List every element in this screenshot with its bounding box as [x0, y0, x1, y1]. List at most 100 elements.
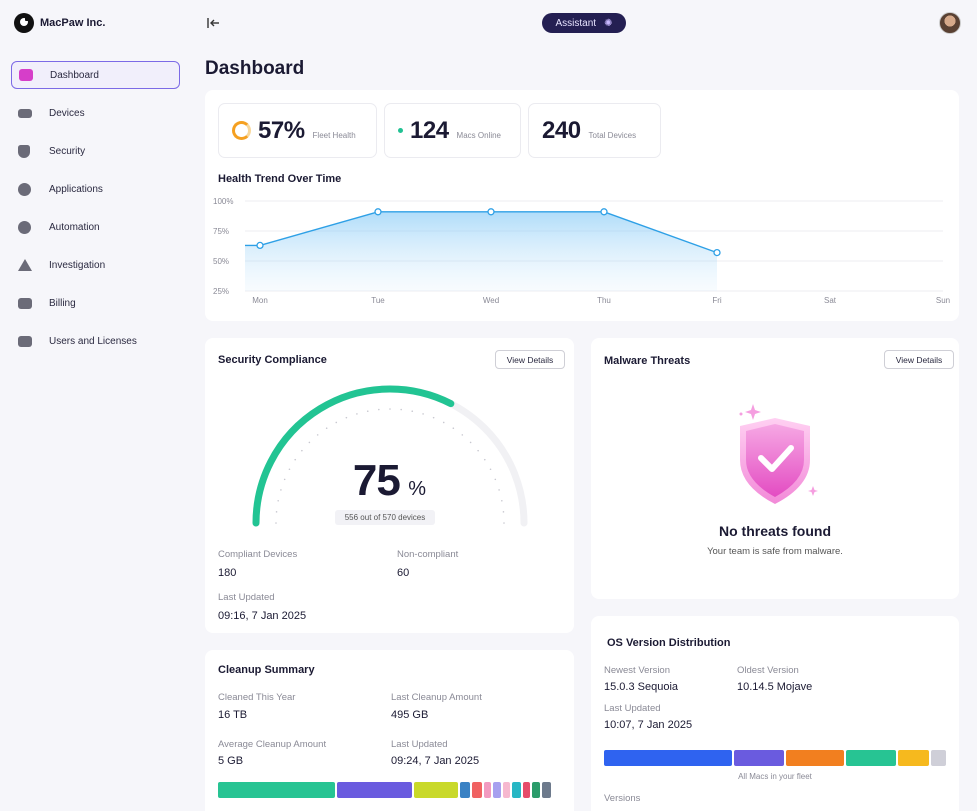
devices-icon	[18, 108, 32, 118]
bar-segment[interactable]	[532, 782, 540, 798]
warning-icon	[18, 259, 32, 271]
bar-segment[interactable]	[898, 750, 930, 766]
total-devices-stat: 240 Total Devices	[528, 103, 661, 158]
sidebar-item-billing[interactable]: Billing	[11, 289, 180, 317]
gauge-tick	[283, 478, 286, 481]
trend-point[interactable]	[713, 248, 721, 257]
y-tick-label: 100%	[213, 197, 233, 206]
bar-segment[interactable]	[493, 782, 501, 798]
sidebar-item-label: Dashboard	[50, 69, 99, 81]
gauge-tick	[442, 421, 445, 424]
sidebar: MacPaw Inc. Dashboard Devices Security A…	[0, 0, 192, 811]
fleet-health-ring-icon	[232, 121, 251, 140]
trend-point[interactable]	[374, 208, 382, 216]
gauge-tick	[294, 458, 297, 461]
brand-name: MacPaw Inc.	[40, 17, 106, 29]
assistant-button[interactable]: Assistant ✺	[542, 13, 626, 33]
trend-area	[245, 211, 717, 291]
sidebar-item-automation[interactable]: Automation	[11, 213, 180, 241]
y-tick-label: 50%	[213, 257, 229, 266]
bar-segment[interactable]	[845, 750, 897, 766]
sidebar-item-dashboard[interactable]: Dashboard	[11, 61, 180, 89]
compliance-percent: 75 %	[205, 456, 574, 506]
bar-segment[interactable]	[414, 782, 458, 798]
compliance-percent-sign: %	[408, 478, 427, 500]
bar-segment[interactable]	[218, 782, 335, 798]
sidebar-item-applications[interactable]: Applications	[11, 175, 180, 203]
last-cleanup-amount-value: 495 GB	[391, 709, 429, 721]
security-compliance-card: Security Compliance View Details 75 % 55…	[205, 338, 574, 633]
collapse-sidebar-icon[interactable]	[206, 16, 222, 30]
bar-segment[interactable]	[484, 782, 492, 798]
macs-online-value: 124	[410, 116, 449, 144]
compliance-gauge	[252, 385, 528, 527]
security-view-details-button[interactable]: View Details	[495, 350, 565, 369]
gauge-tick	[389, 408, 391, 410]
compliance-percent-value: 75	[352, 456, 401, 505]
health-trend-title: Health Trend Over Time	[218, 173, 342, 185]
gauge-tick	[411, 410, 414, 412]
oldest-version-label: Oldest Version	[737, 665, 799, 676]
bar-segment[interactable]	[604, 750, 732, 766]
total-devices-value: 240	[542, 116, 581, 144]
bar-segment[interactable]	[733, 750, 785, 766]
gauge-tick	[503, 522, 505, 524]
assistant-label: Assistant	[555, 17, 597, 29]
trend-point[interactable]	[256, 241, 264, 250]
bar-segment[interactable]	[459, 782, 470, 798]
fleet-health-label: Fleet Health	[312, 130, 356, 140]
gauge-tick	[452, 427, 455, 430]
gauge-tick	[378, 408, 380, 411]
shield-check-icon	[739, 404, 818, 504]
bar-segment[interactable]	[471, 782, 483, 798]
gauge-tick	[477, 449, 479, 452]
gauge-tick	[400, 408, 402, 411]
bar-segment[interactable]	[931, 750, 946, 766]
bar-segment[interactable]	[336, 782, 413, 798]
online-dot-icon	[398, 128, 403, 133]
cleanup-updated-value: 09:24, 7 Jan 2025	[391, 755, 480, 767]
sidebar-item-investigation[interactable]: Investigation	[11, 251, 180, 279]
trend-point[interactable]	[600, 208, 608, 216]
sidebar-item-devices[interactable]: Devices	[11, 99, 180, 127]
page-title: Dashboard	[205, 58, 305, 79]
cleanup-updated-label: Last Updated	[391, 739, 448, 750]
gauge-tick	[501, 499, 503, 502]
cleaned-this-year-value: 16 TB	[218, 709, 248, 721]
trend-point[interactable]	[487, 208, 495, 216]
shield-icon	[18, 144, 30, 158]
versions-label: Versions	[604, 793, 641, 804]
sidebar-item-security[interactable]: Security	[11, 137, 180, 165]
gauge-tick	[277, 499, 279, 502]
security-compliance-title: Security Compliance	[218, 354, 327, 366]
health-trend-chart: 100% 75% 50% 25% Mon Tue Wed Thu Fri Sat Sun	[213, 197, 950, 305]
malware-view-details-button[interactable]: View Details	[884, 350, 954, 369]
macs-online-stat: 124 Macs Online	[384, 103, 521, 158]
gauge-tick	[489, 468, 492, 471]
fleet-health-stat: 57% Fleet Health	[218, 103, 377, 158]
avatar[interactable]	[939, 12, 961, 34]
x-tick-label: Sun	[936, 296, 950, 305]
sidebar-item-users-and-licenses[interactable]: Users and Licenses	[11, 327, 180, 355]
macpaw-logo-icon	[14, 13, 34, 33]
gauge-tick	[422, 413, 424, 415]
gauge-tick	[494, 478, 497, 481]
bar-segment[interactable]	[502, 782, 510, 798]
sidebar-item-label: Security	[49, 145, 86, 157]
bar-segment[interactable]	[523, 782, 531, 798]
macs-online-label: Macs Online	[456, 130, 502, 140]
bar-segment[interactable]	[511, 782, 522, 798]
billing-icon	[18, 297, 32, 309]
gauge-tick	[275, 511, 278, 513]
malware-threats-title: Malware Threats	[604, 355, 691, 367]
gauge-tick	[498, 489, 500, 491]
dashboard-icon	[19, 69, 33, 81]
bar-segment[interactable]	[541, 782, 551, 798]
gauge-tick	[301, 449, 303, 452]
bar-segment[interactable]	[786, 750, 844, 766]
last-cleanup-amount-label: Last Cleanup Amount	[391, 692, 482, 703]
gauge-tick	[325, 427, 328, 430]
brand[interactable]: MacPaw Inc.	[14, 13, 105, 33]
x-tick-label: Tue	[371, 296, 385, 305]
os-distribution-card: OS Version Distribution Newest Version 1…	[591, 616, 959, 811]
